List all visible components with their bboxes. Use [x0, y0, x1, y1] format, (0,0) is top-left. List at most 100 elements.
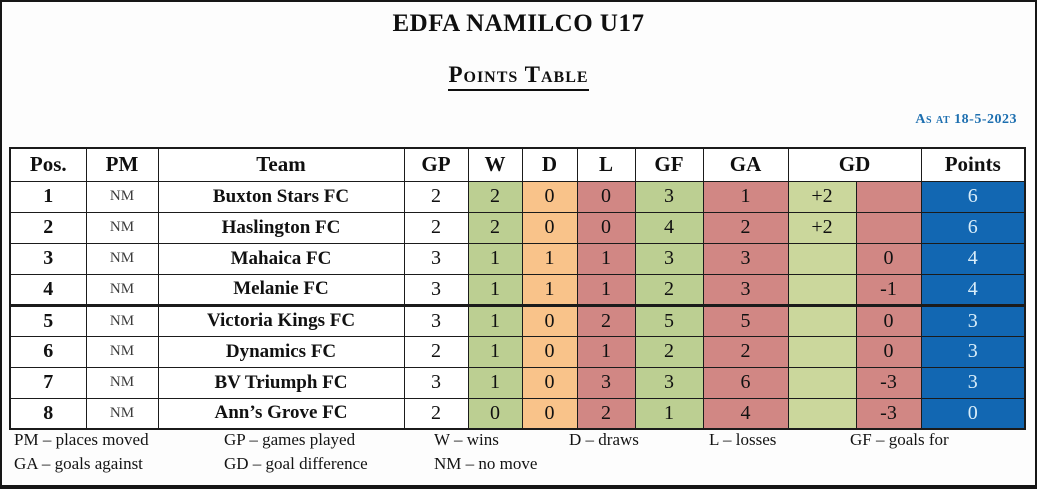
cell-ga: 3 — [702, 242, 789, 275]
cell-pos: 7 — [9, 366, 87, 399]
table-row: 2 NM Haslington FC 2 2 0 0 4 2 +2 6 — [9, 211, 1026, 244]
cell-pm: NM — [85, 335, 159, 368]
table-row: 4 NM Melanie FC 3 1 1 1 2 3 -1 4 — [9, 273, 1026, 307]
cell-l: 1 — [576, 273, 636, 307]
cell-pm: NM — [85, 366, 159, 399]
cell-gp: 3 — [403, 304, 469, 337]
cell-d: 0 — [521, 304, 578, 337]
col-header-l: L — [576, 147, 636, 182]
cell-gd-positive — [787, 335, 857, 368]
cell-w: 1 — [467, 366, 523, 399]
cell-ga: 5 — [702, 304, 789, 337]
cell-ga: 3 — [702, 273, 789, 307]
cell-ga: 2 — [702, 211, 789, 244]
cell-gd-positive — [787, 273, 857, 307]
cell-d: 0 — [521, 335, 578, 368]
legend-pm: PM – places moved — [14, 430, 149, 449]
cell-points: 4 — [920, 273, 1026, 307]
cell-pm: NM — [85, 304, 159, 337]
cell-gf: 5 — [634, 304, 704, 337]
col-header-pos: Pos. — [9, 147, 87, 182]
cell-gd-negative — [855, 211, 922, 244]
col-header-d: D — [521, 147, 578, 182]
table-header-row: Pos. PM Team GP W D L GF GA GD Points — [9, 147, 1026, 182]
cell-gp: 3 — [403, 242, 469, 275]
cell-gf: 3 — [634, 242, 704, 275]
legend-gf: GF – goals for — [850, 430, 949, 449]
cell-gd-positive — [787, 304, 857, 337]
cell-team: Haslington FC — [157, 211, 405, 244]
cell-w: 1 — [467, 242, 523, 275]
cell-gd-positive: +2 — [787, 180, 857, 213]
cell-w: 1 — [467, 273, 523, 307]
cell-points: 6 — [920, 211, 1026, 244]
cell-gf: 3 — [634, 366, 704, 399]
col-header-points: Points — [920, 147, 1026, 182]
cell-team: Buxton Stars FC — [157, 180, 405, 213]
cell-gd-positive — [787, 397, 857, 430]
cell-ga: 4 — [702, 397, 789, 430]
cell-pm: NM — [85, 273, 159, 307]
cell-points: 6 — [920, 180, 1026, 213]
cell-gp: 3 — [403, 366, 469, 399]
table-row: 3 NM Mahaica FC 3 1 1 1 3 3 0 4 — [9, 242, 1026, 275]
legend-nm: NM – no move — [434, 454, 538, 473]
cell-d: 1 — [521, 273, 578, 307]
as-at-date: As at 18-5-2023 — [915, 112, 1017, 127]
cell-d: 0 — [521, 211, 578, 244]
cell-l: 2 — [576, 304, 636, 337]
cell-gd-negative: -3 — [855, 397, 922, 430]
cell-d: 1 — [521, 242, 578, 275]
cell-gf: 4 — [634, 211, 704, 244]
table-row: 8 NM Ann’s Grove FC 2 0 0 2 1 4 -3 0 — [9, 397, 1026, 430]
cell-l: 2 — [576, 397, 636, 430]
cell-gp: 2 — [403, 397, 469, 430]
col-header-w: W — [467, 147, 523, 182]
cell-gd-positive — [787, 366, 857, 399]
cell-w: 1 — [467, 335, 523, 368]
cell-gp: 3 — [403, 273, 469, 307]
cell-pm: NM — [85, 180, 159, 213]
col-header-gd: GD — [787, 147, 922, 182]
cell-gd-negative: 0 — [855, 304, 922, 337]
cell-gf: 1 — [634, 397, 704, 430]
cell-l: 3 — [576, 366, 636, 399]
cell-team: Melanie FC — [157, 273, 405, 307]
cell-team: BV Triumph FC — [157, 366, 405, 399]
cell-gd-negative — [855, 180, 922, 213]
cell-gd-negative: -3 — [855, 366, 922, 399]
cell-gd-negative: 0 — [855, 242, 922, 275]
table-row: 5 NM Victoria Kings FC 3 1 0 2 5 5 0 3 — [9, 304, 1026, 337]
page-subtitle: Points Table — [448, 62, 589, 91]
cell-l: 1 — [576, 335, 636, 368]
cell-l: 0 — [576, 180, 636, 213]
cell-gd-positive — [787, 242, 857, 275]
cell-d: 0 — [521, 180, 578, 213]
cell-points: 3 — [920, 335, 1026, 368]
cell-gf: 2 — [634, 273, 704, 307]
cell-gd-negative: -1 — [855, 273, 922, 307]
cell-team: Victoria Kings FC — [157, 304, 405, 337]
cell-points: 4 — [920, 242, 1026, 275]
cell-l: 0 — [576, 211, 636, 244]
points-table: Pos. PM Team GP W D L GF GA GD Points 1 … — [9, 147, 1026, 430]
cell-pos: 5 — [9, 304, 87, 337]
cell-pos: 4 — [9, 273, 87, 307]
cell-pm: NM — [85, 242, 159, 275]
cell-pos: 2 — [9, 211, 87, 244]
cell-gd-negative: 0 — [855, 335, 922, 368]
table-row: 1 NM Buxton Stars FC 2 2 0 0 3 1 +2 6 — [9, 180, 1026, 213]
cell-pos: 8 — [9, 397, 87, 430]
cell-ga: 6 — [702, 366, 789, 399]
cell-team: Dynamics FC — [157, 335, 405, 368]
cell-points: 0 — [920, 397, 1026, 430]
legend-w: W – wins — [434, 430, 499, 449]
cell-gp: 2 — [403, 180, 469, 213]
cell-pm: NM — [85, 397, 159, 430]
page-title: EDFA NAMILCO U17 — [392, 10, 645, 37]
cell-pos: 6 — [9, 335, 87, 368]
col-header-ga: GA — [702, 147, 789, 182]
col-header-team: Team — [157, 147, 405, 182]
cell-gf: 3 — [634, 180, 704, 213]
